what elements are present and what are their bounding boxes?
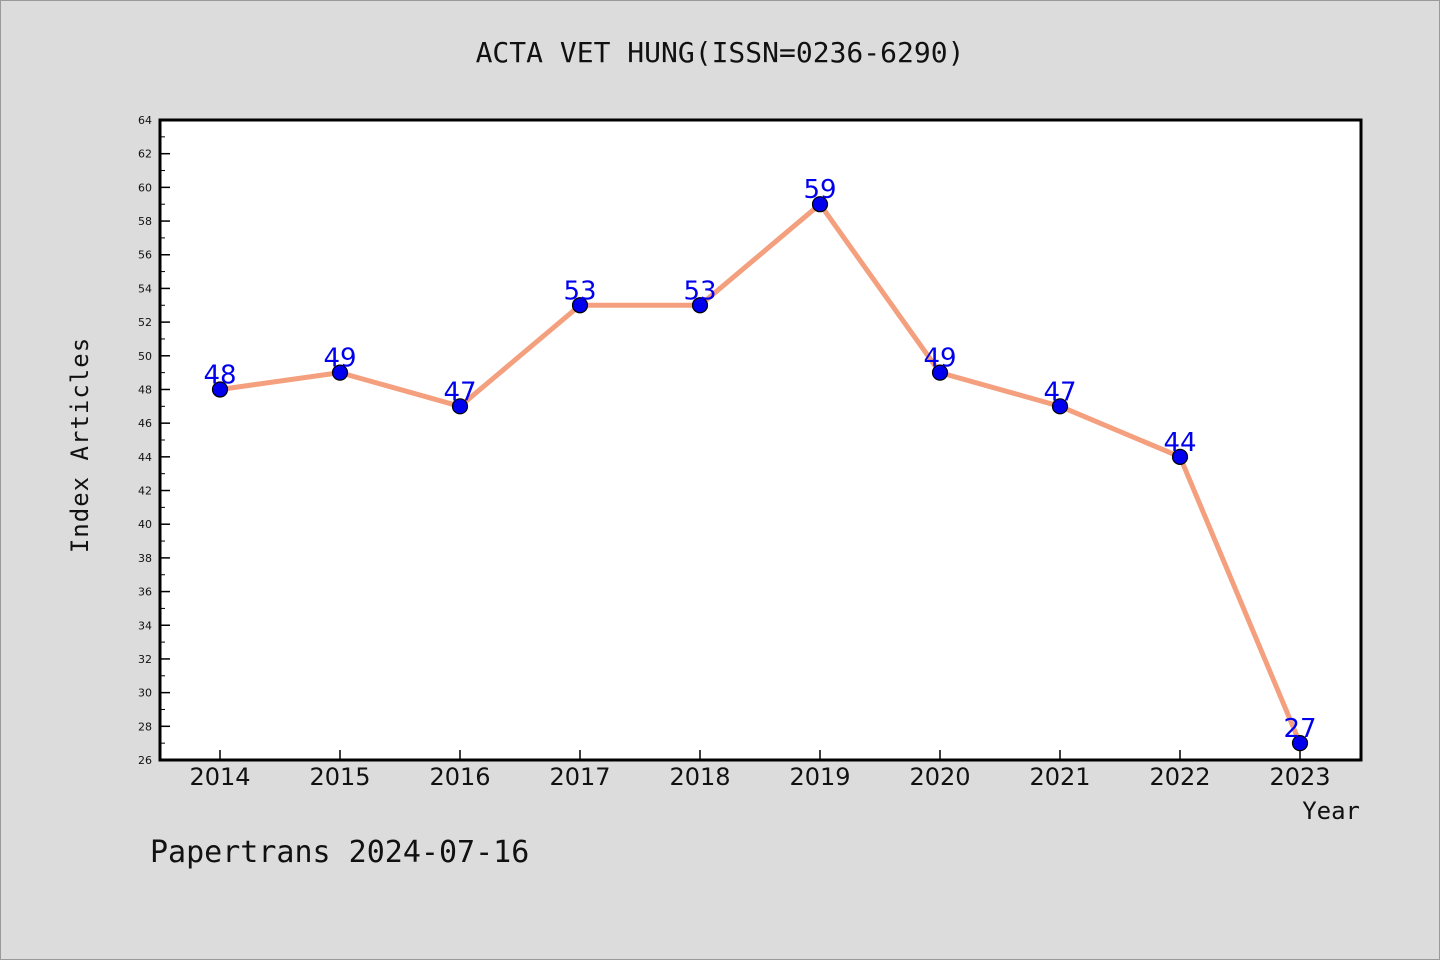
chart-title: ACTA VET HUNG(ISSN=0236-6290)	[475, 36, 965, 69]
y-tick-label: 26	[138, 754, 152, 767]
x-tick-label: 2020	[909, 763, 970, 791]
y-axis-ticks: 26 28 30 32 34 36 38 40 42 44 46 48 50 52 54 56 58 60 62 64	[138, 114, 170, 767]
footer-credit: Papertrans 2024-07-16	[150, 835, 530, 870]
y-tick-label: 44	[138, 451, 152, 464]
series-polyline	[219, 201, 1303, 745]
series-line	[219, 201, 1303, 745]
data-points	[211, 196, 1309, 752]
x-tick-label: 2015	[309, 763, 370, 791]
data-point	[691, 297, 709, 314]
data-point	[1171, 448, 1189, 465]
y-tick-label: 30	[138, 687, 152, 700]
data-labels: 48 49 47 53 53 59 49 47 44 27	[203, 175, 1316, 744]
y-tick-label: 52	[138, 316, 152, 329]
y-tick-label: 42	[138, 485, 152, 498]
x-axis-ticks: 2014 2015 2016 2017 2018 2019 2020 2021 2022 2023	[189, 750, 1331, 791]
x-tick-label: 2019	[789, 763, 850, 791]
y-tick-label: 58	[138, 215, 152, 228]
y-tick-label: 60	[138, 181, 152, 194]
y-tick-label: 28	[138, 720, 152, 733]
y-tick-label: 34	[138, 619, 152, 632]
data-label: 59	[803, 175, 836, 205]
data-label: 49	[323, 344, 356, 374]
data-label: 48	[203, 360, 236, 390]
y-tick-label: 40	[138, 518, 152, 531]
data-label: 53	[563, 276, 596, 306]
y-tick-label: 64	[138, 114, 152, 127]
x-tick-label: 2022	[1149, 763, 1210, 791]
y-tick-label: 32	[138, 653, 152, 666]
data-point	[1051, 398, 1069, 415]
x-tick-label: 2016	[429, 763, 490, 791]
data-label: 44	[1163, 428, 1196, 458]
data-point	[451, 398, 469, 415]
plot-area	[160, 120, 1361, 760]
y-tick-label: 56	[138, 249, 152, 262]
y-tick-label: 62	[138, 148, 152, 161]
y-tick-label: 38	[138, 552, 152, 565]
data-point	[571, 297, 589, 314]
y-tick-label: 50	[138, 350, 152, 363]
data-label: 49	[923, 344, 956, 374]
y-tick-label: 36	[138, 586, 152, 599]
data-point	[931, 364, 949, 381]
x-tick-label: 2023	[1269, 763, 1330, 791]
x-tick-label: 2017	[549, 763, 610, 791]
data-point	[331, 364, 349, 381]
x-axis-label: Year	[1302, 797, 1360, 825]
data-label: 47	[1043, 377, 1076, 407]
data-point	[811, 196, 829, 213]
data-label: 47	[443, 377, 476, 407]
data-label: 53	[683, 276, 716, 306]
plot-border	[158, 118, 1363, 762]
y-tick-label: 48	[138, 383, 152, 396]
x-tick-label: 2021	[1029, 763, 1090, 791]
x-tick-label: 2014	[189, 763, 250, 791]
data-point	[1291, 735, 1309, 752]
y-tick-label: 54	[138, 282, 152, 295]
data-point	[211, 381, 229, 398]
y-tick-label: 46	[138, 417, 152, 430]
data-label: 27	[1283, 714, 1316, 744]
x-tick-label: 2018	[669, 763, 730, 791]
